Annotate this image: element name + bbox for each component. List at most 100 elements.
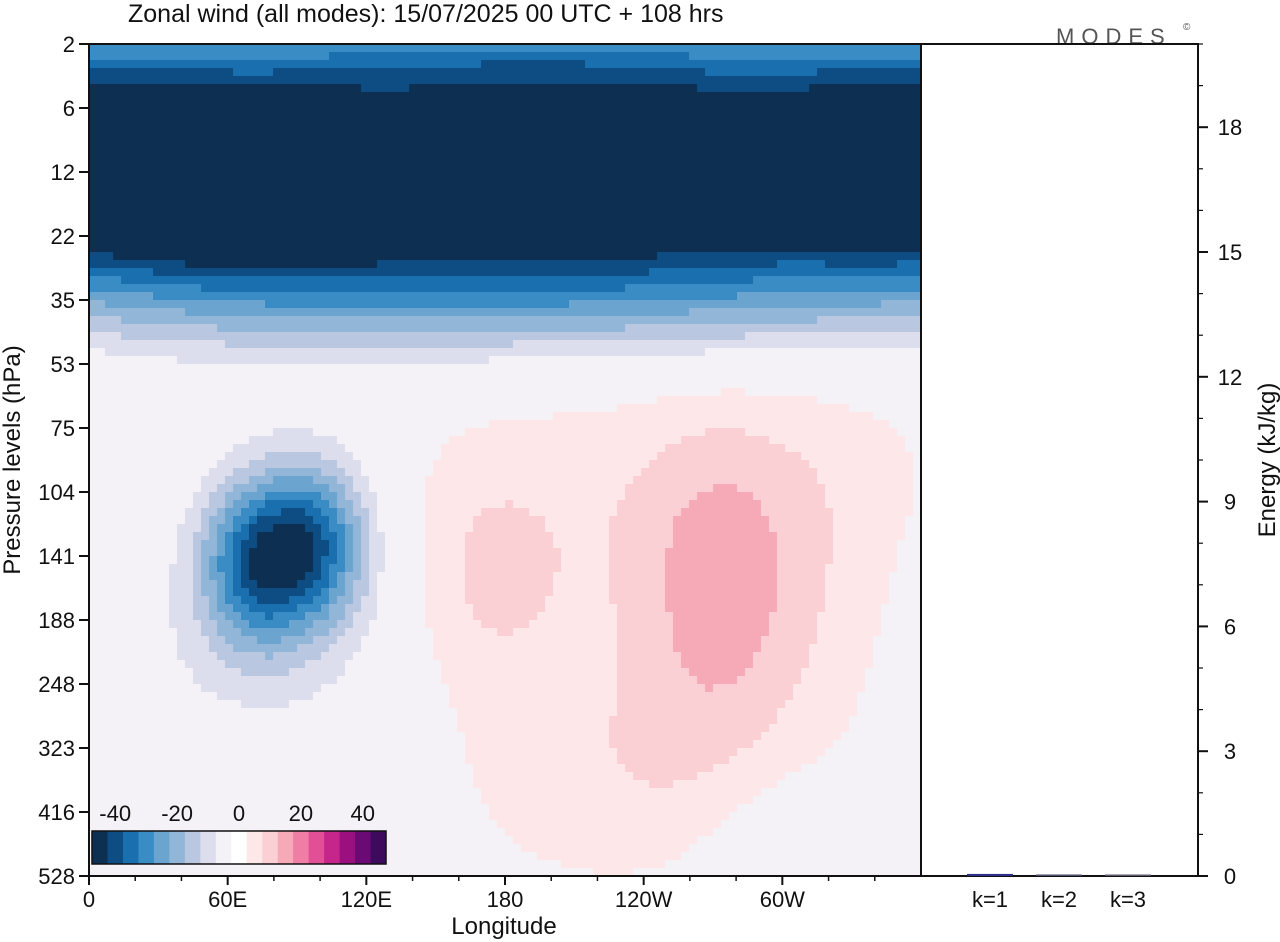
heatmap-cell [145, 268, 154, 277]
heatmap-cell [777, 300, 786, 309]
heatmap-cell [481, 172, 490, 181]
heatmap-cell [817, 108, 826, 117]
heatmap-cell [649, 268, 658, 277]
heatmap-cell [393, 132, 402, 141]
heatmap-cell [865, 180, 874, 189]
heatmap-cell [649, 68, 658, 77]
heatmap-cell [585, 308, 594, 317]
heatmap-cell [201, 380, 210, 389]
heatmap-cell [113, 340, 122, 349]
heatmap-cell [441, 116, 450, 125]
heatmap-cell [89, 44, 98, 53]
heatmap-cell [889, 228, 898, 237]
heatmap-cell [769, 76, 778, 85]
heatmap-cell [697, 268, 706, 277]
heatmap-cell [129, 180, 138, 189]
heatmap-cell [569, 348, 578, 357]
heatmap-cell [833, 388, 842, 397]
heatmap-cell [561, 140, 570, 149]
heatmap-cell [201, 148, 210, 157]
heatmap-cell [345, 100, 354, 109]
heatmap-cell [609, 52, 618, 61]
heatmap-cell [161, 260, 170, 269]
heatmap-cell [897, 140, 906, 149]
heatmap-cell [161, 420, 170, 429]
heatmap-cell [193, 84, 202, 93]
heatmap-cell [609, 212, 618, 221]
heatmap-cell [601, 132, 610, 141]
heatmap-cell [185, 92, 194, 101]
heatmap-cell [777, 148, 786, 157]
heatmap-cell [705, 356, 714, 365]
heatmap-cell [289, 284, 298, 293]
heatmap-cell [633, 164, 642, 173]
heatmap-cell [377, 124, 386, 133]
heatmap-cell [833, 132, 842, 141]
heatmap-cell [473, 84, 482, 93]
heatmap-cell [409, 148, 418, 157]
heatmap-cell [425, 188, 434, 197]
heatmap-cell [849, 388, 858, 397]
heatmap-cell [89, 140, 98, 149]
heatmap-cell [345, 84, 354, 93]
heatmap-cell [377, 332, 386, 341]
heatmap-cell [681, 132, 690, 141]
heatmap-cell [625, 340, 634, 349]
heatmap-cell [665, 244, 674, 253]
heatmap-cell [465, 116, 474, 125]
heatmap-cell [169, 356, 178, 365]
heatmap-cell [913, 324, 921, 333]
heatmap-cell [585, 340, 594, 349]
heatmap-cell [209, 84, 218, 93]
heatmap-cell [593, 316, 602, 325]
heatmap-cell [449, 276, 458, 285]
heatmap-cell [89, 60, 98, 69]
heatmap-cell [233, 396, 242, 405]
heatmap-cell [905, 132, 914, 141]
heatmap-cell [145, 412, 154, 421]
heatmap-cell [585, 164, 594, 173]
heatmap-cell [345, 284, 354, 293]
heatmap-cell [209, 252, 218, 261]
heatmap-cell [89, 76, 98, 85]
heatmap-cell [297, 340, 306, 349]
heatmap-cell [889, 420, 898, 429]
heatmap-cell [465, 132, 474, 141]
heatmap-cell [633, 388, 642, 397]
heatmap-cell [385, 196, 394, 205]
heatmap-cell [569, 84, 578, 93]
heatmap-cell [729, 196, 738, 205]
heatmap-cell [521, 260, 530, 269]
heatmap-cell [449, 84, 458, 93]
heatmap-cell [849, 44, 858, 53]
heatmap-cell [505, 340, 514, 349]
heatmap-cell [289, 140, 298, 149]
heatmap-cell [449, 388, 458, 397]
heatmap-cell [105, 212, 114, 221]
heatmap-cell [593, 356, 602, 365]
heatmap-cell [257, 116, 266, 125]
heatmap-cell [425, 108, 434, 117]
heatmap-cell [697, 212, 706, 221]
heatmap-cell [433, 84, 442, 93]
heatmap-cell [297, 284, 306, 293]
heatmap-cell [569, 180, 578, 189]
heatmap-cell [777, 92, 786, 101]
heatmap-cell [97, 148, 106, 157]
heatmap-cell [801, 292, 810, 301]
heatmap-cell [729, 92, 738, 101]
heatmap-cell [817, 196, 826, 205]
heatmap-cell [617, 420, 626, 429]
heatmap-cell [377, 420, 386, 429]
heatmap-cell [449, 364, 458, 373]
heatmap-cell [737, 412, 746, 421]
heatmap-cell [217, 340, 226, 349]
heatmap-cell [785, 212, 794, 221]
heatmap-cell [241, 276, 250, 285]
heatmap-cell [377, 412, 386, 421]
heatmap-cell [633, 196, 642, 205]
heatmap-cell [361, 348, 370, 357]
heatmap-cell [857, 212, 866, 221]
heatmap-cell [897, 404, 906, 413]
heatmap-cell [449, 124, 458, 133]
